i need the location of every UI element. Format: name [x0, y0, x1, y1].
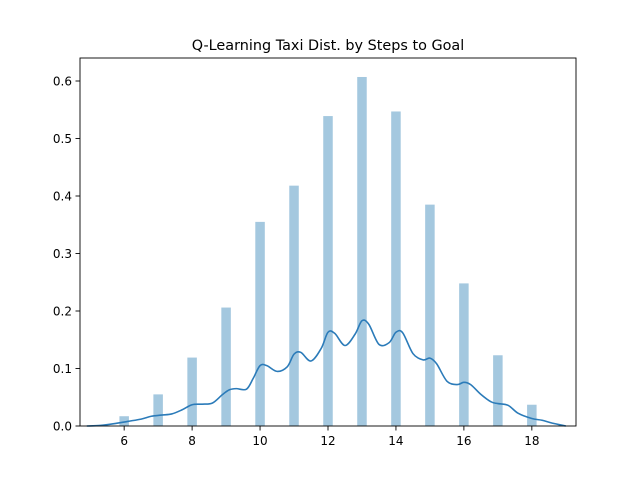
histogram-bar-15 [425, 204, 435, 427]
histogram-bar-11 [289, 185, 299, 426]
x-tick-label-12: 12 [320, 434, 335, 448]
y-tick-label-0: 0.0 [53, 419, 72, 433]
histogram-bars [119, 76, 537, 427]
x-tick-label-10: 10 [252, 434, 267, 448]
histogram-bar-18 [527, 404, 537, 426]
histogram-bar-8 [187, 357, 197, 426]
histogram-bar-17 [493, 355, 503, 426]
x-tick-label-14: 14 [388, 434, 403, 448]
x-tick-label-16: 16 [456, 434, 471, 448]
histogram-bar-7 [153, 394, 163, 427]
chart-title: Q-Learning Taxi Dist. by Steps to Goal [192, 38, 465, 54]
histogram-bar-10 [255, 221, 265, 427]
axes: 6 8 10 12 14 16 18 0.0 0.1 0.2 0.3 0.4 0.5 0.6 [53, 57, 577, 448]
x-tick-label-18: 18 [524, 434, 539, 448]
y-tick-label-6: 0.6 [53, 74, 72, 88]
kde-layer [86, 319, 566, 427]
histogram-bar-14 [391, 111, 401, 426]
y-tick-label-5: 0.5 [53, 132, 72, 146]
histogram-bar-13 [357, 76, 367, 426]
kde-line [86, 319, 566, 427]
y-tick-label-4: 0.4 [53, 189, 72, 203]
y-tick-label-3: 0.3 [53, 247, 72, 261]
x-tick-label-6: 6 [120, 434, 128, 448]
histogram-bar-9 [221, 307, 231, 426]
x-tick-label-8: 8 [188, 434, 196, 448]
histogram-bar-16 [459, 283, 469, 426]
y-tick-label-2: 0.2 [53, 304, 72, 318]
y-tick-label-1: 0.1 [53, 362, 72, 376]
histogram-bar-6 [119, 416, 129, 426]
histogram-bar-12 [323, 116, 333, 426]
